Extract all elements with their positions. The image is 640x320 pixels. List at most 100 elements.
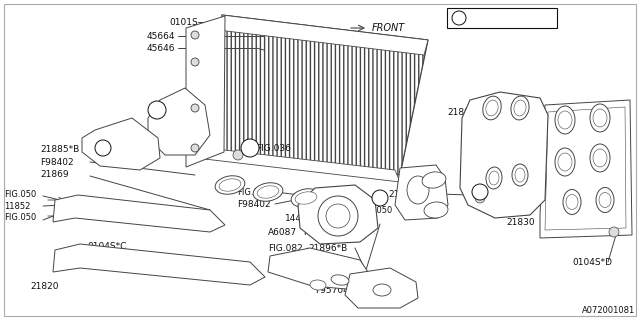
Ellipse shape xyxy=(489,171,499,185)
Text: F95704: F95704 xyxy=(356,274,390,283)
Ellipse shape xyxy=(424,202,448,218)
Ellipse shape xyxy=(331,275,349,285)
Text: FRONT: FRONT xyxy=(372,23,405,33)
Text: 1: 1 xyxy=(477,189,483,195)
Polygon shape xyxy=(195,15,428,175)
Circle shape xyxy=(191,104,199,112)
Polygon shape xyxy=(545,107,626,230)
Circle shape xyxy=(191,144,199,152)
Circle shape xyxy=(241,139,259,157)
Polygon shape xyxy=(345,268,418,308)
Ellipse shape xyxy=(558,153,572,171)
Polygon shape xyxy=(53,195,225,232)
Text: 14471: 14471 xyxy=(285,214,314,223)
Circle shape xyxy=(475,193,485,203)
Ellipse shape xyxy=(215,176,245,194)
Text: FIG.082: FIG.082 xyxy=(268,244,303,253)
Text: 21820: 21820 xyxy=(30,282,58,291)
Text: 0104S*C: 0104S*C xyxy=(87,242,126,251)
Ellipse shape xyxy=(511,96,529,120)
Text: 21885*A: 21885*A xyxy=(388,190,428,199)
Ellipse shape xyxy=(407,176,429,204)
Polygon shape xyxy=(82,118,160,170)
Circle shape xyxy=(191,31,199,39)
Ellipse shape xyxy=(593,109,607,127)
Text: A072001081: A072001081 xyxy=(582,306,635,315)
Text: 21869: 21869 xyxy=(40,170,68,179)
Text: F98402: F98402 xyxy=(40,158,74,167)
Ellipse shape xyxy=(599,193,611,207)
Circle shape xyxy=(326,204,350,228)
Ellipse shape xyxy=(563,189,581,214)
Polygon shape xyxy=(190,146,400,182)
Circle shape xyxy=(191,58,199,66)
Polygon shape xyxy=(395,165,448,220)
Text: 45664: 45664 xyxy=(147,32,175,41)
Ellipse shape xyxy=(291,189,321,207)
Polygon shape xyxy=(186,16,225,167)
Polygon shape xyxy=(218,15,428,55)
Text: 1: 1 xyxy=(456,13,461,22)
Text: F95704: F95704 xyxy=(315,286,349,295)
Text: 21830: 21830 xyxy=(506,218,534,227)
Text: F98402: F98402 xyxy=(237,200,271,209)
Circle shape xyxy=(472,184,488,200)
Text: 0101S: 0101S xyxy=(169,18,198,27)
Ellipse shape xyxy=(590,104,610,132)
Ellipse shape xyxy=(555,106,575,134)
Ellipse shape xyxy=(555,148,575,176)
Text: FIG.050: FIG.050 xyxy=(360,206,392,215)
Ellipse shape xyxy=(514,100,526,116)
Circle shape xyxy=(148,101,166,119)
Text: 11852: 11852 xyxy=(4,202,30,211)
Ellipse shape xyxy=(310,280,326,290)
Text: 1: 1 xyxy=(155,107,159,113)
Text: FIG.073: FIG.073 xyxy=(342,220,374,229)
Circle shape xyxy=(609,227,619,237)
Circle shape xyxy=(318,196,358,236)
Polygon shape xyxy=(460,92,548,218)
Text: 0104S*B: 0104S*B xyxy=(470,13,509,22)
Polygon shape xyxy=(148,88,210,155)
Circle shape xyxy=(452,11,466,25)
Text: 14462: 14462 xyxy=(355,286,383,295)
Ellipse shape xyxy=(257,186,279,198)
Circle shape xyxy=(95,140,111,156)
Polygon shape xyxy=(540,100,632,238)
Text: A6087: A6087 xyxy=(268,228,297,237)
Ellipse shape xyxy=(590,144,610,172)
Text: 21885*B: 21885*B xyxy=(40,145,79,154)
Text: FIG.036: FIG.036 xyxy=(256,144,291,153)
Bar xyxy=(447,8,557,28)
Circle shape xyxy=(372,190,388,206)
Ellipse shape xyxy=(596,188,614,212)
Ellipse shape xyxy=(373,284,391,296)
Ellipse shape xyxy=(422,172,446,188)
Text: 21896*A: 21896*A xyxy=(520,138,559,147)
Ellipse shape xyxy=(515,168,525,182)
Text: FIG.050: FIG.050 xyxy=(4,190,36,199)
Text: 21896*A: 21896*A xyxy=(447,108,486,117)
Ellipse shape xyxy=(219,179,241,191)
Ellipse shape xyxy=(253,183,283,201)
Text: 0104S*D: 0104S*D xyxy=(572,258,612,267)
Text: 45646: 45646 xyxy=(147,44,175,53)
Ellipse shape xyxy=(483,96,501,120)
Text: 1: 1 xyxy=(248,145,252,151)
Polygon shape xyxy=(53,244,265,285)
Text: 1: 1 xyxy=(100,145,105,151)
Circle shape xyxy=(233,150,243,160)
Ellipse shape xyxy=(295,192,317,204)
Text: 1: 1 xyxy=(378,195,382,201)
Ellipse shape xyxy=(593,149,607,167)
Ellipse shape xyxy=(558,111,572,129)
Text: FIG.050: FIG.050 xyxy=(237,188,269,197)
Ellipse shape xyxy=(486,100,498,116)
Text: F93602: F93602 xyxy=(303,228,337,237)
Polygon shape xyxy=(298,185,378,244)
Ellipse shape xyxy=(512,164,528,186)
Polygon shape xyxy=(268,248,372,290)
Text: FIG.050: FIG.050 xyxy=(4,213,36,222)
Text: 21896*B: 21896*B xyxy=(308,244,348,253)
Ellipse shape xyxy=(566,195,578,210)
